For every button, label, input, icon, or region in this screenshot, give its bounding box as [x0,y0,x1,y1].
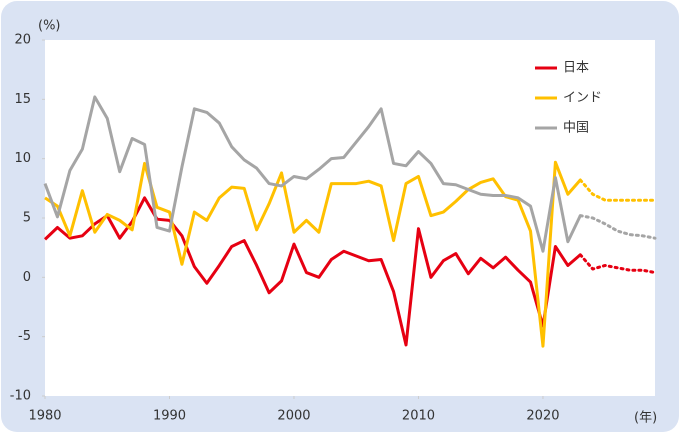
y-tick-label: -10 [10,389,31,404]
series-line [44,160,582,348]
x-tick-label: 2000 [277,409,310,424]
y-tick-label: 5 [23,211,31,226]
legend-label: 日本 [563,61,589,76]
x-tick-label: 2010 [402,409,435,424]
x-tick-label: 2020 [526,409,559,424]
x-axis-label: (年) [634,411,657,426]
series-forecast [578,253,657,275]
y-tick-label: 0 [23,270,31,285]
series-forecast [578,214,657,240]
y-tick-label: 20 [14,33,31,48]
y-tick-label: -5 [18,329,31,344]
y-tick-label: 10 [14,151,31,166]
legend-label: 中国 [563,121,589,136]
series-forecast [578,178,657,202]
y-tick-label: 15 [14,92,31,107]
x-tick-label: 1980 [28,409,61,424]
x-tick-label: 1990 [153,409,186,424]
y-axis-label: (%) [38,19,61,34]
legend-label: インド [563,91,602,106]
series-line [43,95,582,253]
